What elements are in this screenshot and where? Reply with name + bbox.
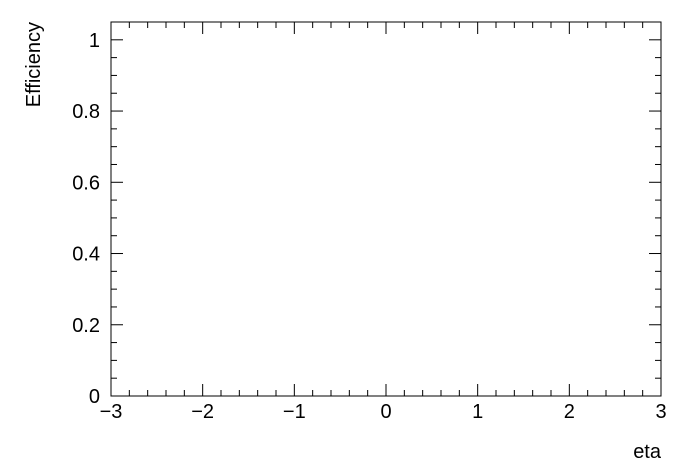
y-tick-label: 1 bbox=[89, 30, 100, 52]
x-tick-label: 0 bbox=[380, 401, 391, 423]
y-axis-tick-labels: 0 0.2 0.4 0.6 0.8 1 bbox=[72, 30, 100, 408]
x-tick-label: 1 bbox=[472, 401, 483, 423]
plot-frame bbox=[110, 21, 662, 397]
x-tick-label: −3 bbox=[100, 401, 123, 423]
y-tick-label: 0.4 bbox=[72, 244, 100, 266]
x-tick-label: −2 bbox=[191, 401, 214, 423]
x-tick-label: 3 bbox=[655, 401, 666, 423]
x-axis-tick-labels: −3 −2 −1 0 1 2 3 bbox=[100, 401, 667, 423]
y-tick-label: 0.6 bbox=[72, 172, 100, 194]
y-tick-label: 0.8 bbox=[72, 101, 100, 123]
y-axis-ticks bbox=[111, 21, 661, 397]
x-tick-label: 2 bbox=[564, 401, 575, 423]
x-tick-label: −1 bbox=[283, 401, 306, 423]
x-axis-title: eta bbox=[633, 441, 662, 463]
y-axis-title: Efficiency bbox=[23, 22, 45, 107]
x-axis-ticks bbox=[110, 22, 662, 396]
y-tick-label: 0 bbox=[89, 386, 100, 408]
y-tick-label: 0.2 bbox=[72, 315, 100, 337]
